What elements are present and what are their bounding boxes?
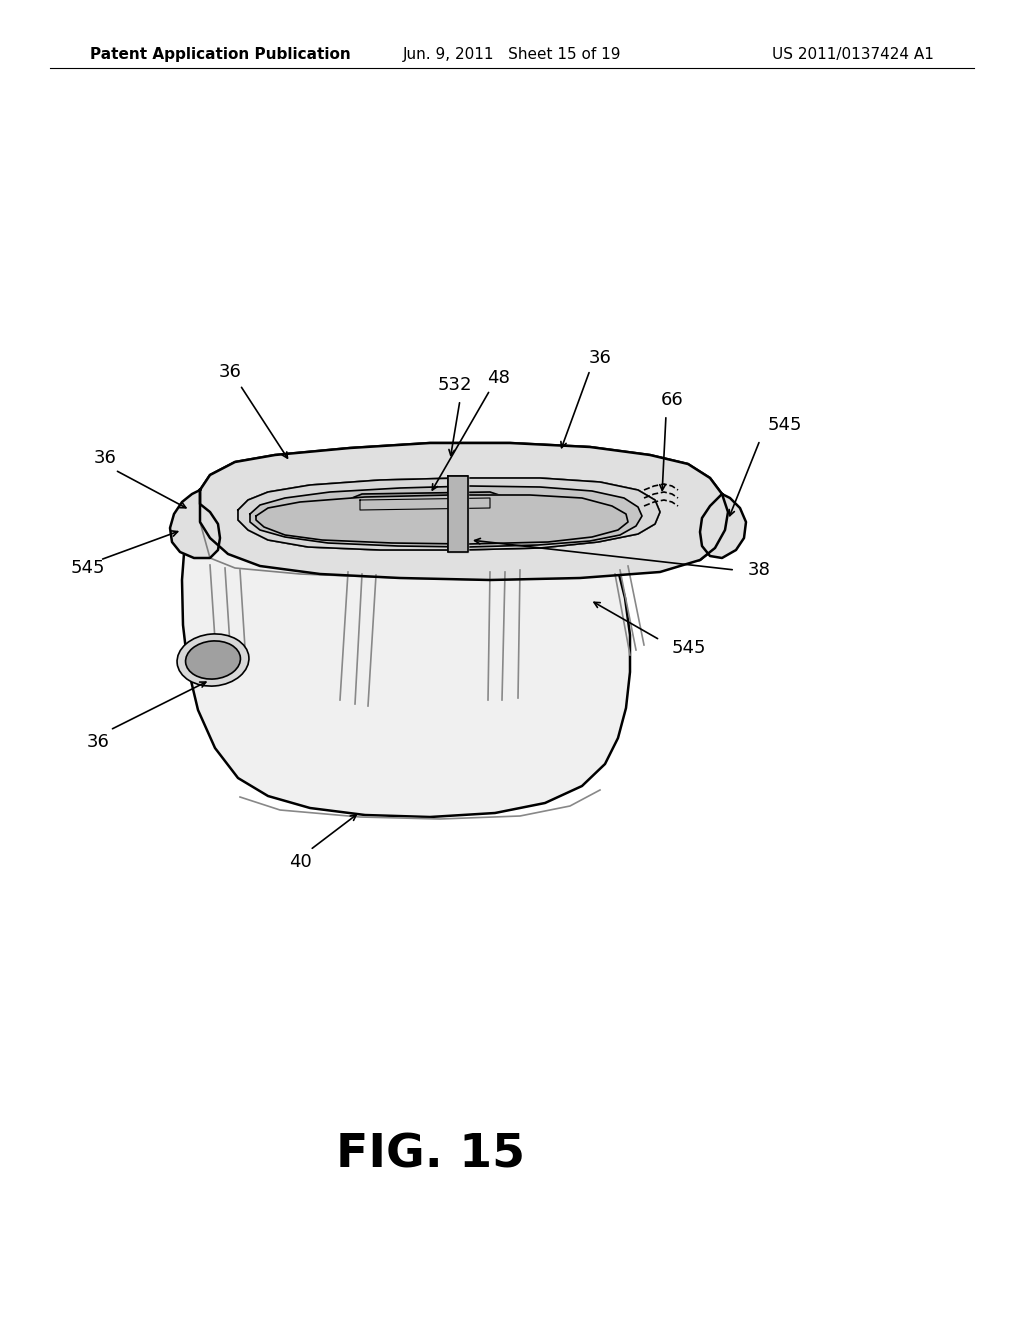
Text: 545: 545 xyxy=(672,639,707,657)
Text: 545: 545 xyxy=(768,416,803,434)
Polygon shape xyxy=(700,494,746,558)
Text: 36: 36 xyxy=(589,348,611,367)
Ellipse shape xyxy=(185,642,241,678)
Text: 48: 48 xyxy=(486,370,509,387)
Ellipse shape xyxy=(177,634,249,686)
Text: 66: 66 xyxy=(660,391,683,409)
Polygon shape xyxy=(182,444,728,817)
Polygon shape xyxy=(238,478,660,550)
Text: 532: 532 xyxy=(437,376,472,393)
Text: FIG. 15: FIG. 15 xyxy=(336,1133,524,1177)
Text: Patent Application Publication: Patent Application Publication xyxy=(90,48,351,62)
Polygon shape xyxy=(449,477,468,552)
Text: 40: 40 xyxy=(289,853,311,871)
Text: 38: 38 xyxy=(748,561,771,579)
Polygon shape xyxy=(170,490,220,558)
Text: 36: 36 xyxy=(93,449,117,467)
Polygon shape xyxy=(256,495,628,544)
Polygon shape xyxy=(250,486,642,546)
Text: 545: 545 xyxy=(71,558,105,577)
Polygon shape xyxy=(352,492,502,513)
Polygon shape xyxy=(200,444,728,579)
Polygon shape xyxy=(449,477,468,552)
Text: 36: 36 xyxy=(87,733,110,751)
Polygon shape xyxy=(360,498,490,510)
Text: Jun. 9, 2011   Sheet 15 of 19: Jun. 9, 2011 Sheet 15 of 19 xyxy=(402,48,622,62)
Text: 36: 36 xyxy=(218,363,242,381)
Text: US 2011/0137424 A1: US 2011/0137424 A1 xyxy=(772,48,934,62)
Polygon shape xyxy=(238,478,660,550)
